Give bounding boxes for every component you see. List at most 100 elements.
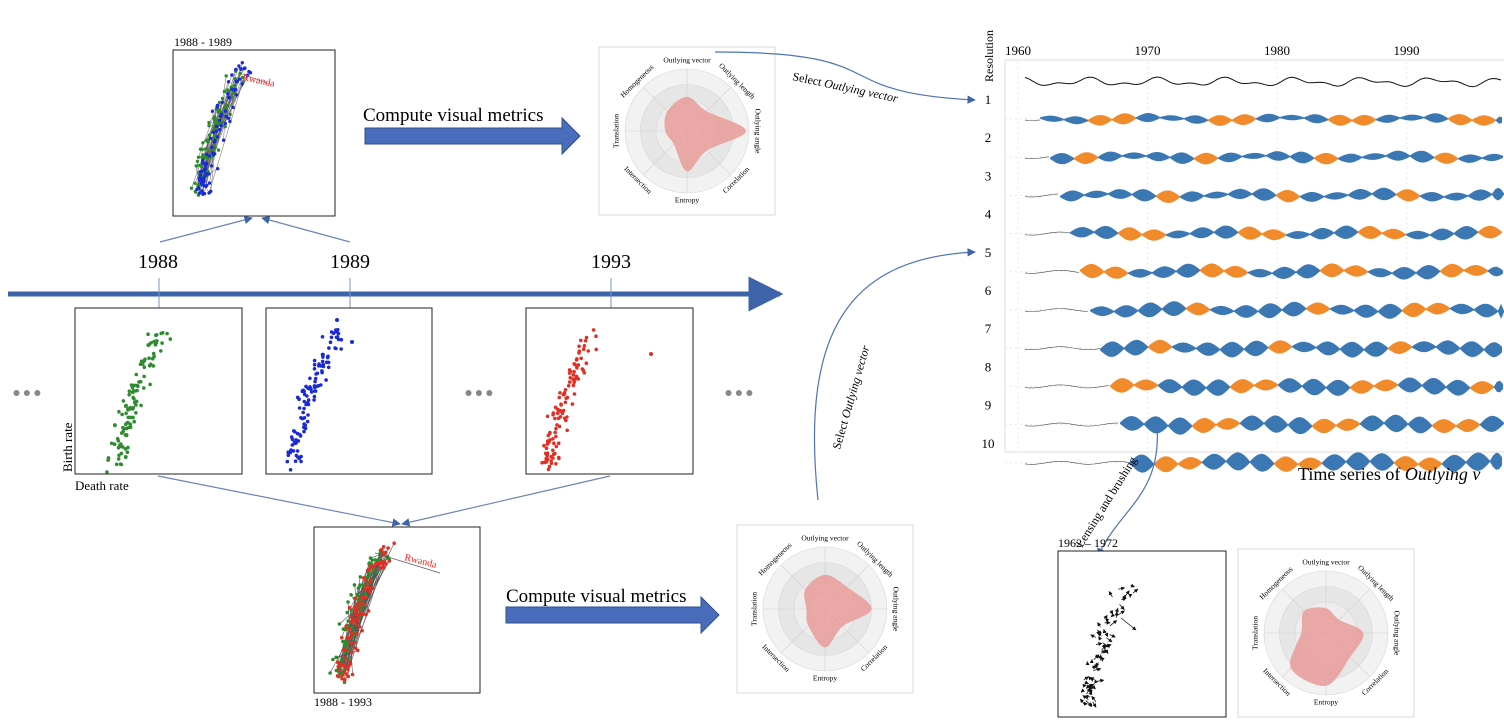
year-1993: 1993: [591, 251, 631, 273]
data-point-blue: [308, 376, 312, 381]
data-point-blue: [210, 145, 214, 149]
stream-segment-orange: [1328, 114, 1352, 126]
stream-segment-blue: [1144, 416, 1168, 434]
stream-lead: [1024, 308, 1089, 312]
stream-segment-blue: [1162, 301, 1186, 317]
stream-segment-blue: [1338, 153, 1362, 163]
radar-axis-label: Translation: [750, 592, 759, 626]
data-point-red: [584, 361, 589, 366]
data-point-blue: [198, 173, 203, 177]
data-point-red: [594, 334, 598, 339]
data-point-green: [143, 357, 147, 362]
bottom-combined-scatter: Rwanda 1988 - 1993: [313, 526, 481, 709]
stream-segment-blue: [1124, 339, 1148, 356]
stream-segment-blue: [1180, 191, 1204, 202]
data-point-red: [350, 632, 355, 636]
data-point-green: [127, 392, 131, 397]
change-vector: [1118, 586, 1126, 591]
data-point-green: [139, 403, 143, 408]
stream-segment-blue: [1406, 230, 1430, 240]
change-vector: [1106, 637, 1113, 643]
stream-segment-blue: [1288, 417, 1312, 435]
data-point-red: [555, 423, 559, 427]
data-point-blue: [202, 167, 206, 172]
stream-segment-blue: [1378, 303, 1402, 319]
data-point-red: [564, 418, 568, 423]
data-point-green: [200, 147, 204, 152]
data-point-blue: [306, 398, 311, 402]
data-point-red: [349, 614, 354, 619]
data-point-green: [224, 74, 228, 78]
stream-segment-orange: [1088, 115, 1112, 126]
data-point-red: [571, 383, 576, 388]
data-point-green: [147, 356, 151, 361]
data-point-blue: [209, 164, 214, 168]
data-point-green: [342, 680, 347, 684]
data-point-green: [197, 183, 201, 187]
data-point-red: [544, 446, 549, 451]
timeseries-streams: [1024, 76, 1504, 473]
change-vector: [210, 123, 218, 192]
stream-segment-blue: [1108, 189, 1132, 199]
data-point-blue: [233, 87, 238, 91]
data-point-red: [369, 578, 373, 582]
stream-segment-blue: [1266, 151, 1290, 161]
data-point-blue: [336, 328, 340, 332]
data-point-green: [238, 71, 242, 76]
data-point-green: [165, 331, 169, 336]
compute-metrics-bottom-label: Compute visual metrics: [506, 586, 686, 607]
stream-segment-blue: [1264, 415, 1288, 433]
data-point-green: [132, 400, 137, 405]
data-point-green: [132, 397, 136, 401]
raw-series-line: [1024, 76, 1502, 88]
data-point-green: [375, 570, 379, 575]
data-point-red: [584, 335, 589, 340]
data-point-red: [342, 655, 347, 660]
data-point-red: [563, 400, 568, 405]
change-vector: [1110, 613, 1116, 618]
data-point-green: [109, 441, 114, 446]
stream-segment-blue: [1114, 305, 1138, 318]
ellipsis-left: ●●●: [12, 386, 43, 401]
data-point-green: [201, 141, 205, 145]
stream-segment-blue: [1138, 302, 1162, 318]
stream-segment-orange: [1156, 190, 1180, 203]
stream-segment-blue: [1484, 342, 1502, 358]
data-point-red: [551, 448, 555, 453]
data-point-blue: [320, 370, 324, 375]
data-point-green: [146, 332, 150, 337]
stream-segment-blue: [1170, 152, 1194, 164]
data-point-green: [194, 164, 198, 168]
data-point-red: [554, 434, 558, 439]
stream-segment-orange: [1470, 381, 1494, 395]
stream-segment-blue: [1272, 266, 1296, 279]
data-point-red: [363, 587, 368, 592]
data-point-blue: [299, 416, 303, 420]
stream-segment-blue: [1444, 192, 1468, 201]
ellipsis-middle: ●●●: [464, 386, 495, 401]
data-point-blue: [231, 105, 235, 110]
stream-lead: [1024, 346, 1101, 351]
data-point-red: [346, 667, 350, 672]
data-point-red: [356, 605, 360, 610]
x-tick-label: 1980: [1264, 43, 1290, 58]
change-vector: [1109, 620, 1118, 627]
data-point-blue: [200, 179, 205, 183]
data-point-red: [540, 460, 544, 465]
change-vector: [1079, 698, 1085, 705]
data-point-blue: [220, 100, 225, 105]
data-point-red: [547, 440, 551, 444]
data-point-red: [386, 546, 390, 550]
data-point-green: [113, 423, 117, 427]
data-point-blue: [320, 359, 325, 364]
stream-segment-blue: [1122, 152, 1146, 159]
data-point-blue: [213, 139, 217, 143]
stream-segment-orange: [1402, 302, 1426, 318]
radar-shape: [804, 574, 872, 648]
change-vector: [1108, 591, 1113, 598]
data-point-green: [356, 586, 361, 590]
data-point-red: [556, 441, 561, 446]
data-point-red: [551, 437, 555, 441]
data-point-blue: [209, 136, 213, 140]
